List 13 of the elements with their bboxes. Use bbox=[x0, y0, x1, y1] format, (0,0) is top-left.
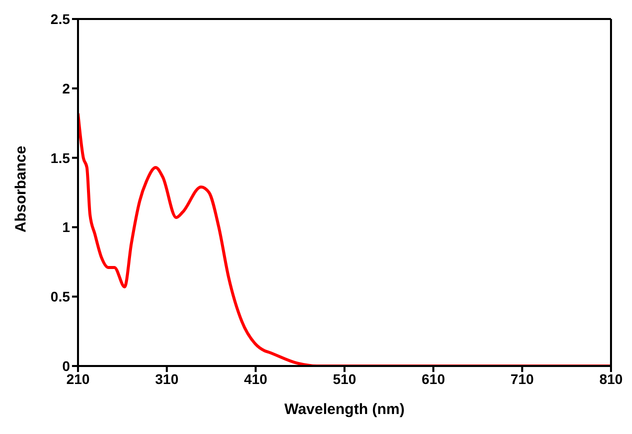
x-tick-label: 310 bbox=[155, 370, 179, 387]
y-tick-label: 2 bbox=[62, 80, 70, 96]
x-tick-label: 510 bbox=[332, 370, 356, 387]
y-tick-label: 2.5 bbox=[50, 10, 70, 27]
y-tick-label: 1 bbox=[62, 219, 70, 236]
y-tick-label: 0.5 bbox=[50, 288, 70, 305]
x-tick-label: 710 bbox=[510, 370, 534, 387]
x-tick-label: 810 bbox=[599, 370, 623, 387]
x-tick-label: 610 bbox=[422, 370, 446, 387]
x-axis-title: Wavelength (nm) bbox=[284, 401, 405, 418]
x-tick-label: 410 bbox=[244, 370, 268, 387]
y-axis-title: Absorbance bbox=[12, 146, 30, 232]
y-tick-label: 1.5 bbox=[50, 150, 70, 166]
